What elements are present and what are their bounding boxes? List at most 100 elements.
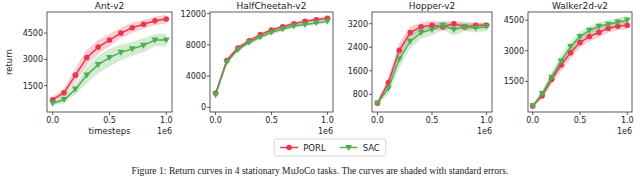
point <box>129 25 135 31</box>
y-tick <box>525 81 528 82</box>
x-tick-label: 0.5 <box>103 116 116 125</box>
x-tick-label: 0.5 <box>574 116 587 125</box>
y-tick-label: 2400 <box>348 43 368 52</box>
y-tick <box>207 13 210 14</box>
point <box>61 90 67 96</box>
offset-label: 1e6 <box>157 127 172 136</box>
point <box>418 30 425 36</box>
point <box>235 47 242 53</box>
point <box>577 34 584 40</box>
series-line <box>533 25 628 106</box>
axes-frame <box>372 12 492 112</box>
point <box>140 43 147 49</box>
point <box>440 23 447 29</box>
error-band <box>377 21 486 105</box>
x-tick <box>327 112 328 115</box>
error-band <box>216 16 328 95</box>
x-tick-label: 0.5 <box>426 116 439 125</box>
point <box>407 39 414 45</box>
point <box>375 100 381 106</box>
error-band <box>216 19 328 96</box>
point <box>548 75 555 81</box>
point <box>141 21 147 27</box>
plot-area <box>212 15 331 98</box>
panel: 0.00.51.0150030004500Ant-v2timestepsretu… <box>4 1 173 136</box>
legend-label: PORL <box>303 143 326 153</box>
offset-label: 1e6 <box>318 127 333 136</box>
x-tick <box>580 112 581 115</box>
x-tick <box>109 112 110 115</box>
point <box>396 47 402 53</box>
point <box>129 46 136 52</box>
figure: 0.00.51.0150030004500Ant-v2timestepsretu… <box>0 0 640 183</box>
point <box>152 18 158 24</box>
x-tick <box>52 112 53 115</box>
point <box>450 27 457 33</box>
y-tick-label: 4000 <box>186 72 206 81</box>
point <box>539 91 546 97</box>
point <box>483 24 490 30</box>
y-tick-label: 4500 <box>504 16 524 25</box>
x-tick-label: 1.0 <box>621 116 634 125</box>
error-band <box>533 21 628 107</box>
y-tick-label: 3000 <box>23 55 43 64</box>
legend-item: SAC <box>340 143 380 153</box>
point <box>451 21 457 27</box>
point <box>163 37 170 43</box>
plot-area <box>374 21 490 107</box>
point <box>577 40 583 46</box>
point <box>472 26 479 32</box>
point <box>164 16 170 22</box>
legend-item: PORL <box>280 143 326 153</box>
point <box>530 103 536 109</box>
y-tick <box>369 47 372 48</box>
x-tick-label: 1.0 <box>480 116 493 125</box>
y-tick-label: 1600 <box>348 67 368 76</box>
point <box>396 56 403 62</box>
y-tick <box>207 107 210 108</box>
x-tick-label: 0.0 <box>526 116 539 125</box>
point <box>107 37 113 43</box>
point <box>587 34 593 40</box>
x-tick-label: 0.0 <box>209 116 222 125</box>
point <box>95 44 101 50</box>
x-tick <box>627 112 628 115</box>
legend-marker <box>345 145 352 151</box>
caption: Figure 1: Return curves in 4 stationary … <box>132 165 509 176</box>
series-line <box>533 20 628 106</box>
y-label: return <box>4 49 14 75</box>
point <box>605 22 612 28</box>
point <box>324 19 331 25</box>
point <box>106 55 113 61</box>
point <box>83 73 90 79</box>
y-tick-label: 3200 <box>348 20 368 29</box>
x-tick-label: 0.0 <box>46 116 59 125</box>
legend-marker <box>286 145 292 151</box>
point <box>268 30 275 36</box>
point <box>586 28 593 34</box>
y-tick <box>369 94 372 95</box>
y-tick <box>207 76 210 77</box>
x-tick-label: 0.5 <box>265 116 278 125</box>
point <box>302 22 309 28</box>
x-tick <box>432 112 433 115</box>
x-tick <box>486 112 487 115</box>
series-line <box>377 25 486 103</box>
error-band <box>377 21 486 105</box>
point <box>257 34 264 40</box>
y-tick <box>44 59 47 60</box>
point <box>385 86 392 92</box>
point <box>558 58 565 64</box>
point <box>429 27 436 33</box>
x-tick-label: 1.0 <box>160 116 173 125</box>
x-tick <box>532 112 533 115</box>
point <box>290 23 297 29</box>
point <box>461 24 468 30</box>
plot-area <box>49 15 169 107</box>
series-line <box>377 24 486 103</box>
offset-label: 1e6 <box>617 127 632 136</box>
error-band <box>53 15 167 103</box>
y-tick-label: 4500 <box>23 29 43 38</box>
y-tick <box>369 70 372 71</box>
point <box>596 30 602 36</box>
